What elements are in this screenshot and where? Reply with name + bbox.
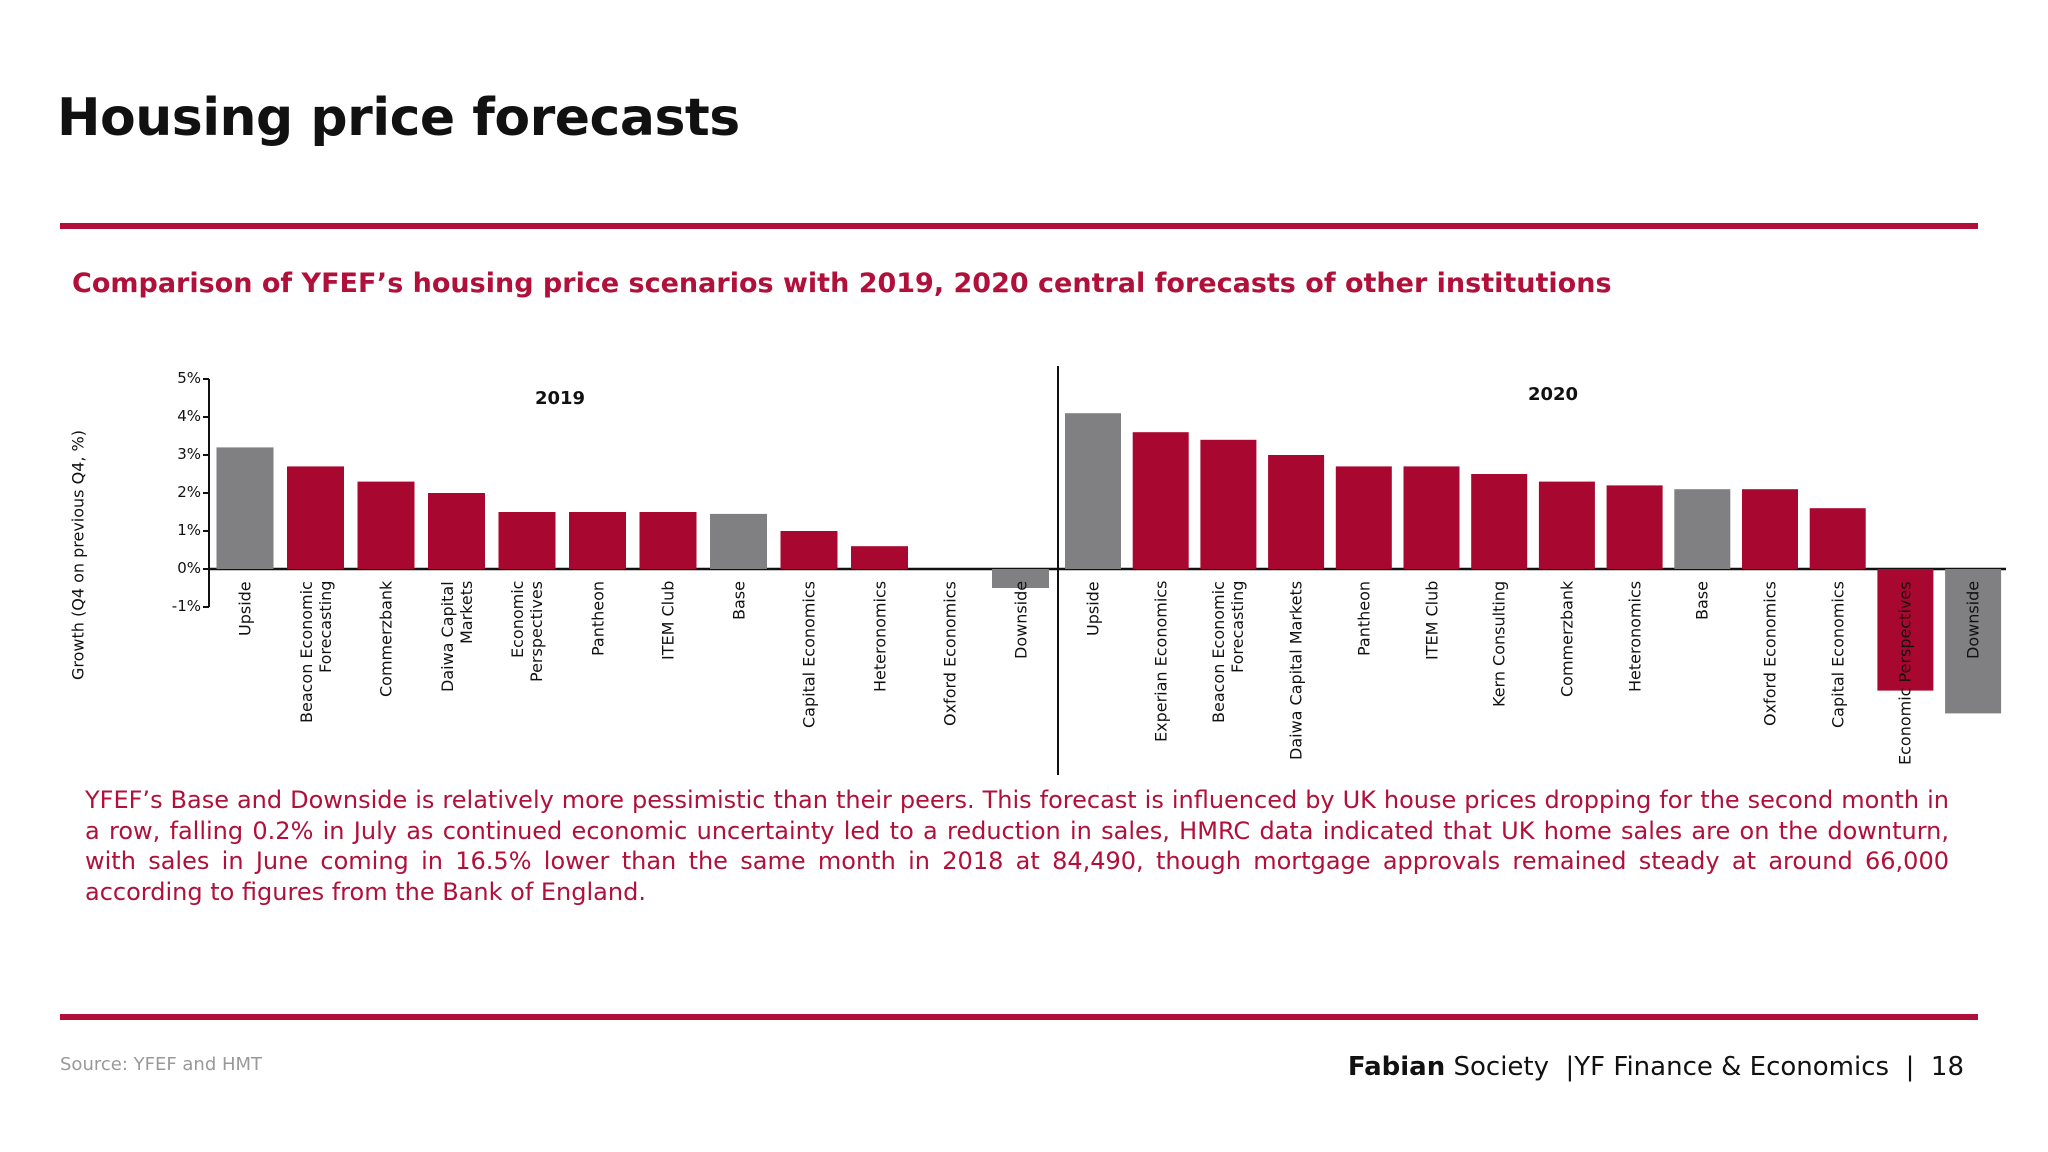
x-tick-label: Base [1692,581,1712,620]
bar-2020-11 [1809,508,1866,569]
y-tick-label: 0% [177,559,201,577]
x-tick-label: Economic Perspectives [1895,581,1915,765]
x-tick-label: Upside [235,581,255,636]
bar-2019-0 [216,447,274,569]
x-tick-label: Heteronomics [1625,581,1645,693]
x-tick-label: Oxford Economics [940,581,960,726]
x-tick-label: Upside [1083,581,1103,636]
page-title: Housing price forecasts [57,88,740,148]
x-tick-label: ITEM Club [658,581,678,661]
x-tick-label: Capital Economics [799,581,819,728]
footer-brand-bold: Fabian [1347,1052,1446,1082]
top-divider [60,223,1978,229]
y-tick-label: 2% [177,483,201,501]
bar-2019-8 [780,531,838,569]
bar-2020-2 [1200,439,1257,569]
y-tick-label: 3% [177,445,201,463]
x-tick-label: Pantheon [588,581,607,657]
x-tick-label: Kern Consulting [1489,581,1509,708]
x-tick-label: Oxford Economics [1760,581,1780,726]
x-tick-label: Downside [1011,581,1030,660]
bar-2020-4 [1335,466,1392,569]
bar-2019-2 [357,481,415,569]
x-tick-label: Base [729,581,748,620]
source-note: Source: YFEF and HMT [60,1054,263,1075]
bar-2020-13 [1945,569,2002,714]
y-tick-label: 4% [177,407,201,425]
x-tick-label: Economic Perspectives [508,581,546,682]
footer-brand: Society |YF Finance & Economics | [1445,1052,1931,1082]
commentary-paragraph: YFEF’s Base and Downside is relatively m… [85,786,1949,906]
bar-2019-5 [569,512,626,569]
bar-2019-3 [428,493,485,569]
page-number: 18 [1930,1052,1964,1082]
x-tick-label: Beacon Economic Forecasting [296,581,335,723]
bar-2019-1 [287,466,344,569]
bar-2020-8 [1606,485,1663,569]
y-tick-label: 1% [177,521,201,539]
x-tick-label: Experian Economics [1151,581,1171,743]
panel-title-2019: 2019 [534,388,586,409]
y-tick-label: 5% [177,369,201,387]
bar-2019-9 [851,546,908,569]
bar-2020-6 [1471,474,1528,569]
x-tick-label: Commerzbank [1557,581,1577,698]
x-tick-label: Heteronomics [870,581,889,693]
bottom-divider [60,1014,1978,1020]
bar-2020-10 [1742,489,1798,569]
bar-2019-6 [639,512,697,569]
bar-2020-0 [1065,413,1121,569]
x-tick-label: Pantheon [1354,581,1374,657]
bar-2020-12 [1877,569,1934,691]
bar-2019-11 [992,569,1049,588]
x-tick-label: Capital Economics [1828,581,1848,728]
bar-2020-3 [1268,455,1325,569]
x-tick-label: Beacon Economic Forecasting [1209,581,1248,723]
footer: Fabian Society |YF Finance & Economics |… [1348,1052,1964,1082]
bar-2019-7 [710,513,767,569]
chart-subtitle: Comparison of YFEF’s housing price scena… [72,268,1612,299]
panel-title-2020: 2020 [1527,384,1579,405]
bar-2020-7 [1538,481,1595,569]
x-tick-label: Daiwa Capital Markets [437,581,476,692]
bar-2020-9 [1674,489,1731,569]
x-tick-label: Commerzbank [376,581,396,698]
bar-2020-5 [1403,466,1460,569]
x-tick-label: ITEM Club [1422,581,1441,661]
y-tick-label: -1% [171,597,201,615]
bar-2020-1 [1132,432,1189,569]
bar-2019-4 [498,512,556,569]
x-tick-label: Downside [1963,581,1983,660]
x-tick-label: Daiwa Capital Markets [1286,581,1306,761]
